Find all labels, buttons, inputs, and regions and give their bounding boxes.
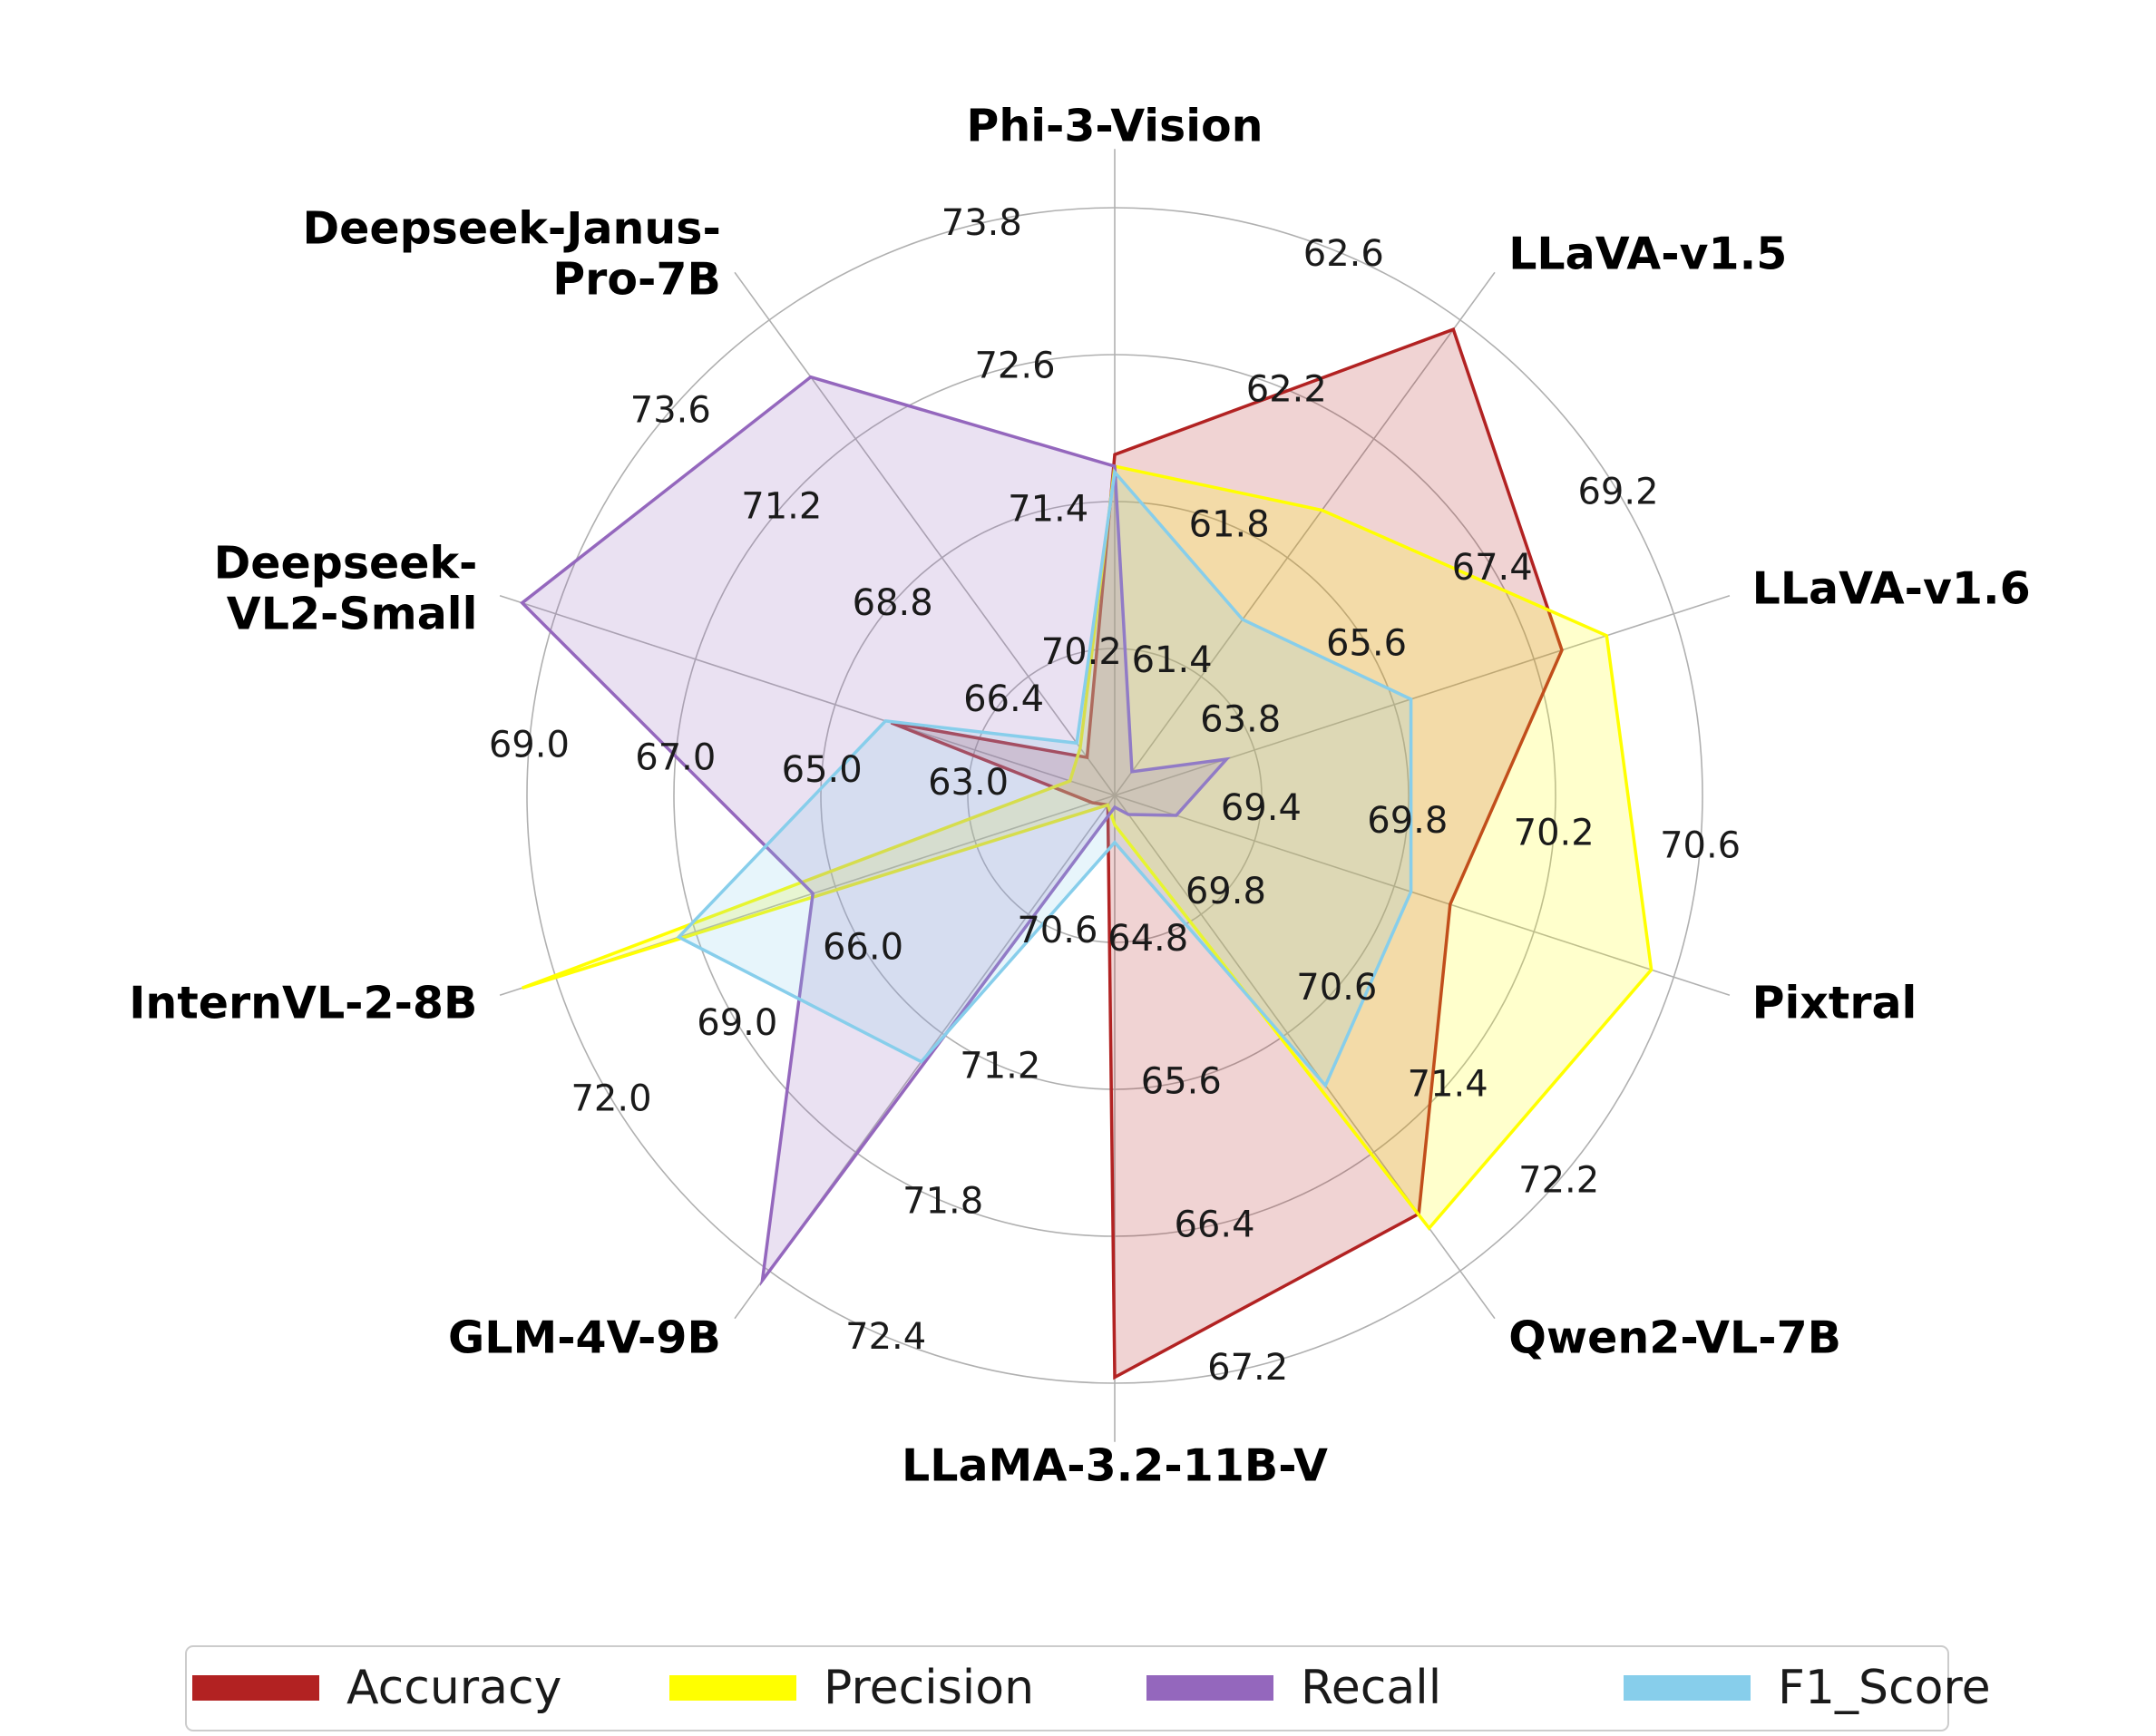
legend: Accuracy Precision Recall F1_Score [185, 1645, 1991, 1731]
tick-label: 69.4 [1221, 787, 1302, 829]
tick-label: 66.4 [963, 678, 1044, 720]
tick-label: 61.4 [1132, 639, 1213, 681]
legend-swatch-f1-score [1624, 1675, 1751, 1701]
axis-label-llava-v1-6: LLaVA-v1.6 [1752, 562, 2031, 614]
tick-label: 69.0 [697, 1002, 777, 1044]
tick-label: 70.6 [1296, 967, 1377, 1009]
legend-swatch-recall [1146, 1675, 1273, 1701]
axis-label-line: Deepseek-Janus- [302, 202, 720, 254]
tick-label: 63.8 [1200, 698, 1281, 740]
axis-label-glm-4v-9b: GLM-4V-9B [448, 1312, 721, 1363]
axis-label-deepseek-janus-pro-7b: Deepseek-Janus-Pro-7B [302, 202, 720, 305]
axis-label-line: Pro-7B [552, 253, 721, 305]
axis-label-line: LLaMA-3.2-11B-V [902, 1439, 1328, 1491]
tick-label: 72.0 [571, 1078, 651, 1120]
tick-label: 72.4 [845, 1316, 926, 1358]
tick-label: 67.2 [1207, 1347, 1288, 1389]
tick-labels: 61.4 61.8 62.2 62.6 63.8 65.6 67.4 69.2 69.4 69.8… [489, 202, 1741, 1389]
radar-series [520, 327, 1654, 1380]
axis-label-internvl-2-8b: InternVL-2-8B [129, 977, 477, 1029]
axis-label-line: Phi-3-Vision [966, 100, 1263, 151]
tick-label: 70.6 [1660, 825, 1741, 867]
tick-label: 72.2 [1518, 1159, 1599, 1201]
axis-label-phi-3-vision: Phi-3-Vision [966, 100, 1263, 151]
axis-label-line: Deepseek- [214, 537, 478, 589]
tick-label: 66.4 [1174, 1204, 1254, 1245]
axis-label-llava-v1-5: LLaVA-v1.5 [1508, 228, 1787, 279]
axis-label-line: Qwen2-VL-7B [1508, 1312, 1841, 1363]
legend-frame [185, 1645, 1949, 1731]
axis-labels: Phi-3-Vision LLaVA-v1.5 LLaVA-v1.6 Pixtral Q… [129, 100, 2031, 1491]
axis-label-line: LLaVA-v1.6 [1752, 562, 2031, 614]
series-f1-score [676, 468, 1413, 1089]
tick-label: 69.8 [1185, 871, 1266, 912]
series-precision [522, 463, 1654, 1231]
tick-label: 69.0 [489, 724, 570, 766]
spoke-10 [734, 271, 1116, 796]
series-recall [520, 375, 1231, 1287]
axis-label-line: InternVL-2-8B [129, 977, 477, 1029]
tick-label: 64.8 [1107, 918, 1188, 960]
tick-label: 62.6 [1303, 233, 1384, 275]
axis-label-line: LLaVA-v1.5 [1508, 228, 1787, 279]
tick-label: 71.4 [1008, 488, 1088, 530]
tick-label: 73.6 [630, 390, 711, 432]
legend-label-f1-score: F1_Score [1778, 1661, 1991, 1715]
legend-label-recall: Recall [1301, 1661, 1441, 1715]
legend-swatch-precision [669, 1675, 796, 1701]
tick-label: 63.0 [928, 762, 1009, 804]
tick-label: 70.2 [1041, 631, 1122, 673]
spoke-9 [499, 594, 1116, 796]
tick-label: 65.6 [1326, 623, 1407, 665]
tick-label: 69.2 [1577, 472, 1658, 513]
axis-label-line: VL2-Small [227, 588, 478, 639]
legend-label-accuracy: Accuracy [346, 1661, 561, 1715]
tick-label: 68.8 [853, 582, 933, 624]
legend-swatch-accuracy [192, 1675, 319, 1701]
axis-label-line: GLM-4V-9B [448, 1312, 721, 1363]
legend-label-precision: Precision [824, 1661, 1034, 1715]
tick-label: 65.0 [782, 749, 863, 791]
spoke-2 [1114, 271, 1496, 796]
spoke-5 [1114, 795, 1496, 1320]
tick-label: 71.8 [902, 1181, 983, 1223]
tick-label: 70.6 [1017, 910, 1098, 951]
tick-label: 71.2 [960, 1045, 1040, 1087]
axis-label-line: Pixtral [1752, 977, 1917, 1029]
tick-label: 67.0 [635, 736, 716, 778]
axis-label-qwen2-vl-7b: Qwen2-VL-7B [1508, 1312, 1841, 1363]
tick-label: 72.6 [974, 346, 1055, 387]
series-accuracy [890, 327, 1564, 1380]
tick-label: 67.4 [1452, 547, 1533, 589]
tick-label: 71.4 [1408, 1063, 1488, 1105]
tick-label: 66.0 [823, 926, 903, 968]
axis-label-pixtral: Pixtral [1752, 977, 1917, 1029]
tick-label: 61.8 [1189, 504, 1270, 546]
tick-label: 69.8 [1367, 800, 1448, 842]
spoke-4 [1114, 795, 1731, 997]
tick-label: 73.8 [941, 202, 1022, 244]
axis-label-llama-3-2-11b-v: LLaMA-3.2-11B-V [902, 1439, 1328, 1491]
tick-label: 65.6 [1141, 1061, 1222, 1103]
tick-label: 71.2 [741, 486, 822, 528]
spoke-3 [1114, 594, 1731, 796]
axis-label-deepseek-vl2-small: Deepseek-VL2-Small [214, 537, 478, 639]
tick-label: 62.2 [1246, 368, 1327, 410]
tick-label: 70.2 [1514, 813, 1595, 854]
